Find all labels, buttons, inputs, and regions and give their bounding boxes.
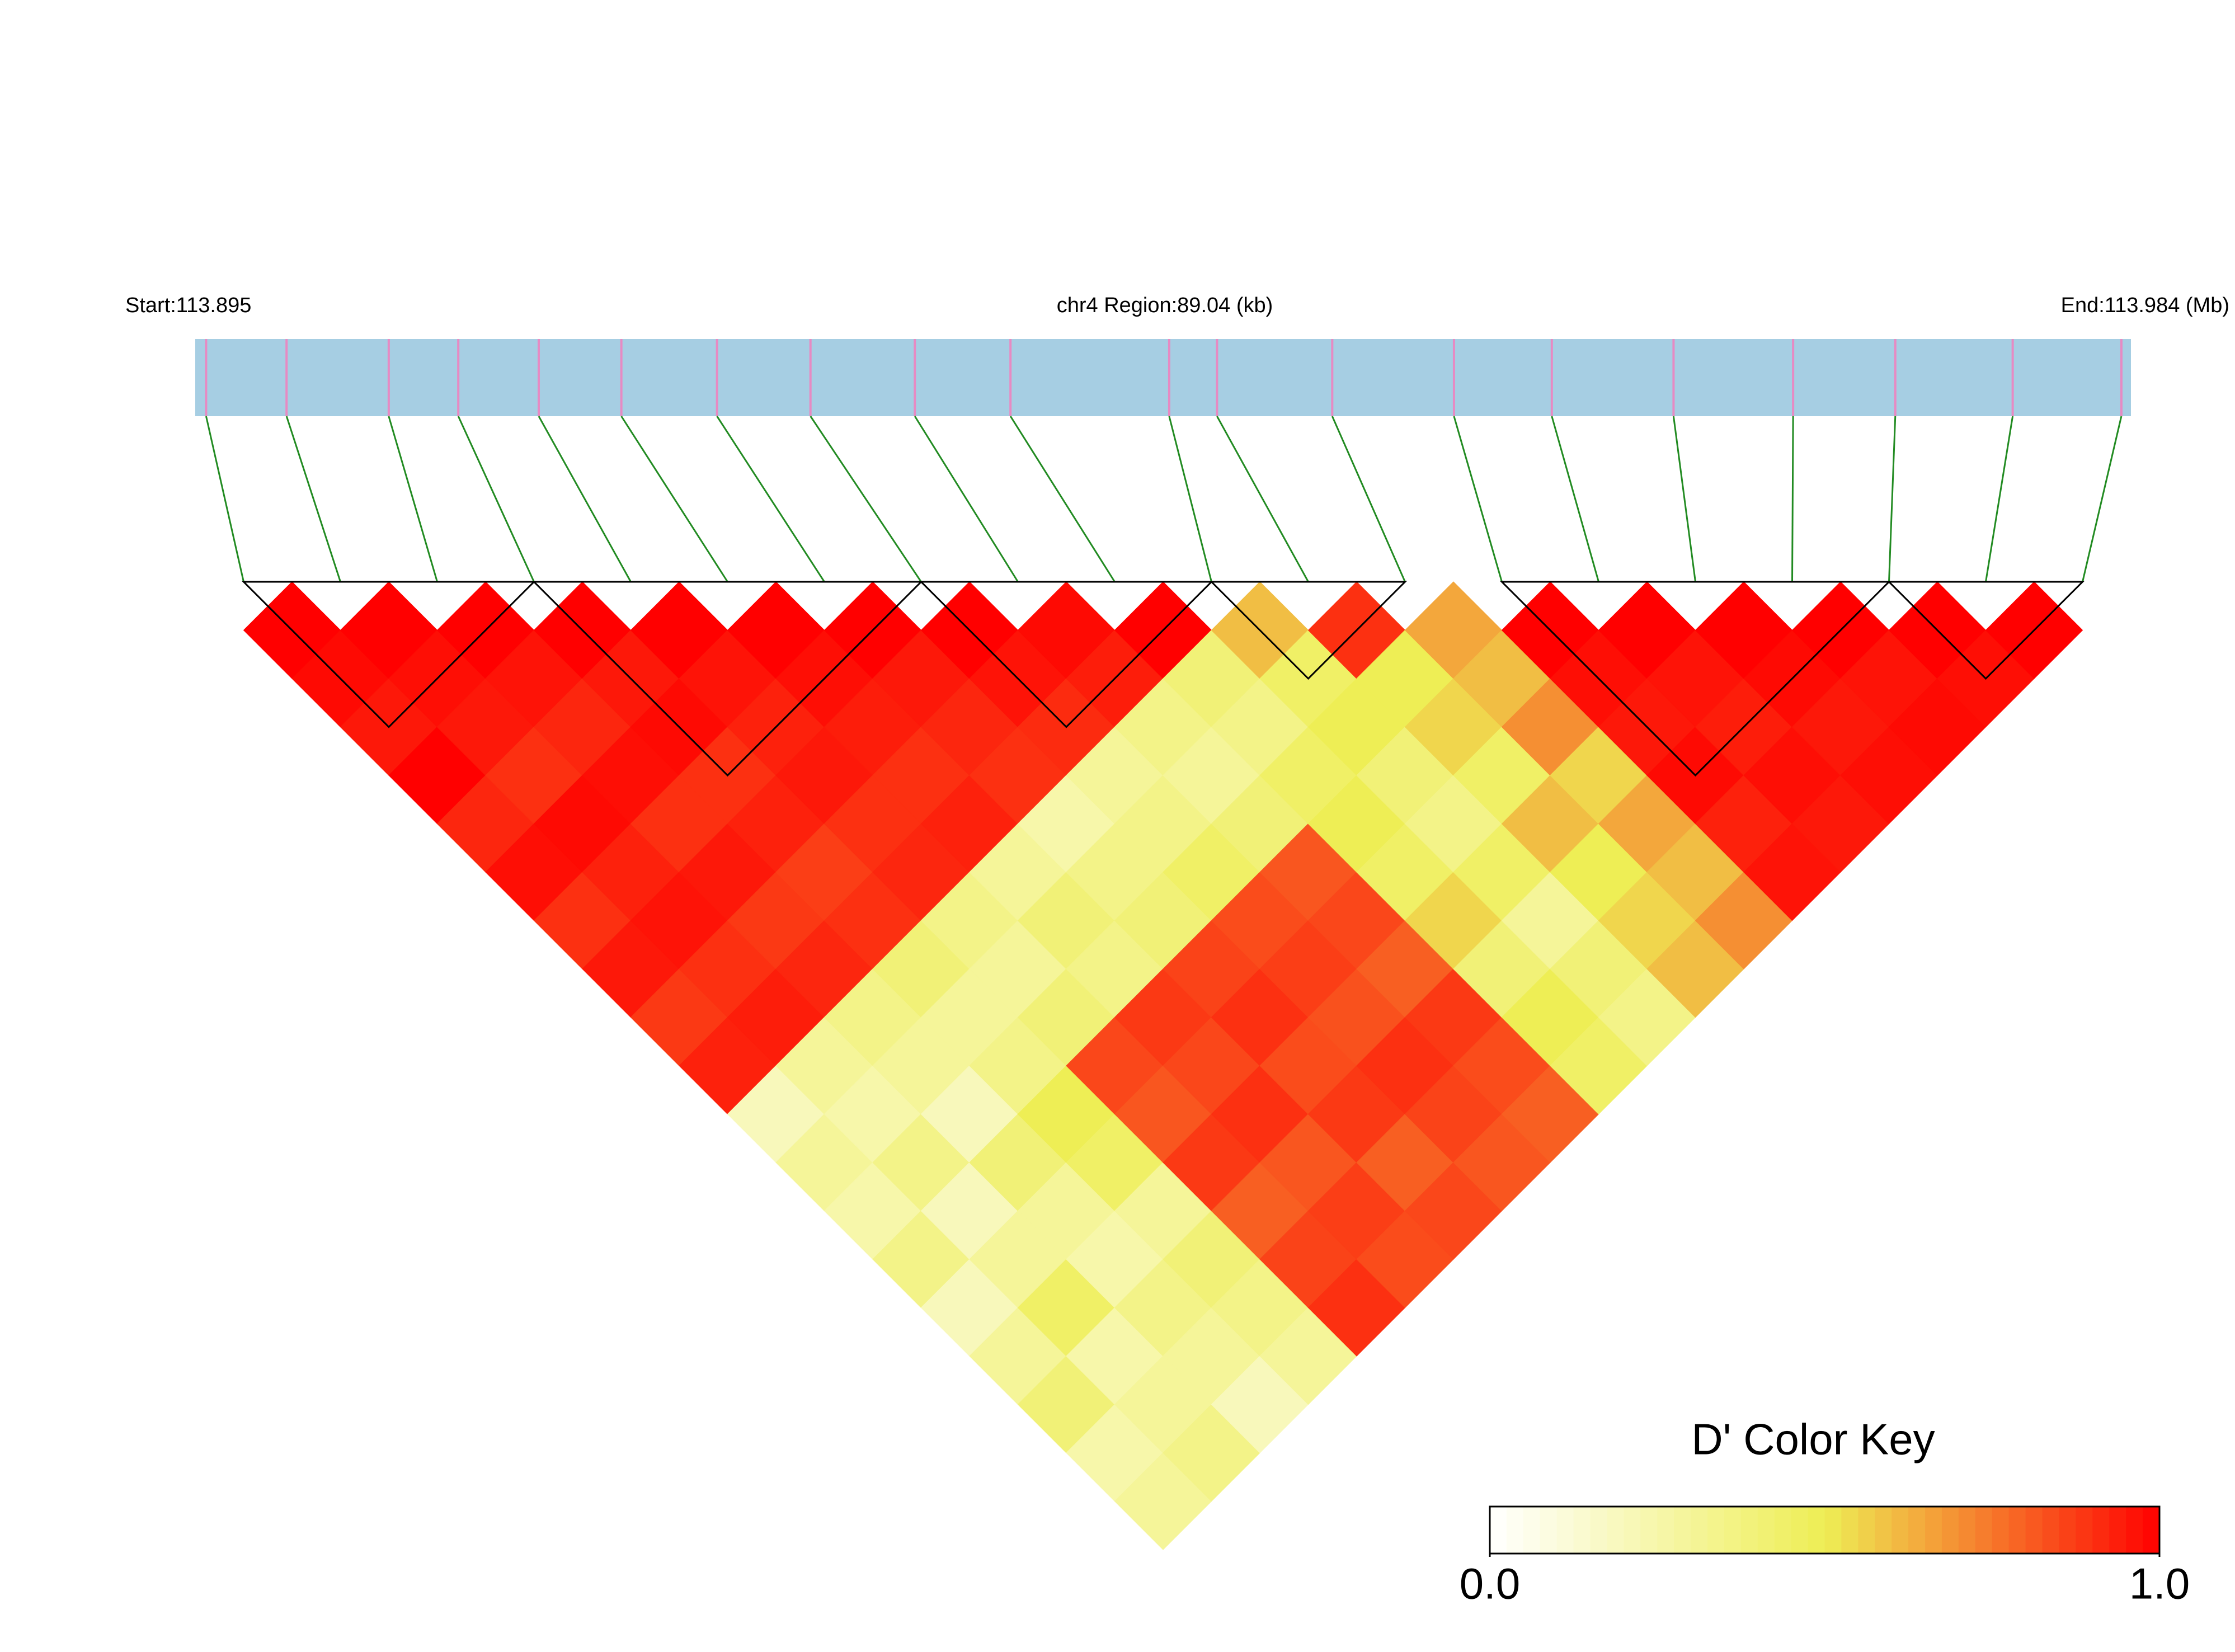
ld-block bbox=[1209, 581, 1408, 680]
key-swatch bbox=[1640, 1507, 1658, 1554]
key-swatch bbox=[1540, 1507, 1558, 1554]
key-swatch bbox=[1808, 1507, 1825, 1554]
key-swatch bbox=[2143, 1507, 2160, 1554]
ld-block bbox=[1886, 581, 2085, 680]
key-swatch bbox=[2109, 1507, 2127, 1554]
snp-link bbox=[716, 416, 825, 582]
key-frame bbox=[1489, 1505, 2161, 1555]
key-swatch bbox=[1724, 1507, 1742, 1554]
ld-block bbox=[1499, 581, 1891, 777]
key-swatch bbox=[2059, 1507, 2077, 1554]
key-swatch bbox=[1841, 1507, 1859, 1554]
snp-link bbox=[285, 416, 341, 582]
key-swatch bbox=[1824, 1507, 1842, 1554]
snp-link bbox=[2082, 416, 2123, 582]
key-swatch bbox=[1573, 1507, 1591, 1554]
key-swatch bbox=[1590, 1507, 1608, 1554]
snp-link bbox=[457, 416, 535, 582]
snp-link bbox=[388, 416, 438, 582]
snp-link bbox=[1331, 416, 1406, 582]
key-swatch bbox=[1523, 1507, 1541, 1554]
snp-link bbox=[205, 416, 244, 582]
key-swatch bbox=[1858, 1507, 1876, 1554]
key-swatch bbox=[1941, 1507, 1959, 1554]
end-label: End:113.984 (Mb) bbox=[2061, 294, 2229, 317]
key-swatch bbox=[1925, 1507, 1942, 1554]
key-swatch bbox=[1556, 1507, 1574, 1554]
ld-block bbox=[919, 581, 1214, 728]
key-swatch bbox=[1674, 1507, 1692, 1554]
key-swatch bbox=[1691, 1507, 1709, 1554]
snp-link bbox=[1551, 416, 1599, 582]
snp-link bbox=[1888, 416, 1897, 582]
key-swatch bbox=[1506, 1507, 1524, 1554]
key-swatch bbox=[1958, 1507, 1976, 1554]
key-swatch bbox=[1975, 1507, 1993, 1554]
snp-link bbox=[1168, 416, 1212, 582]
key-title: D' Color Key bbox=[1691, 1415, 1935, 1464]
snp-bar bbox=[195, 339, 2131, 416]
key-swatch bbox=[1791, 1507, 1809, 1554]
key-swatch bbox=[2076, 1507, 2093, 1554]
snp-link bbox=[914, 416, 1019, 582]
key-swatch bbox=[2008, 1507, 2026, 1554]
key-swatch bbox=[1875, 1507, 1893, 1554]
snp-link bbox=[1985, 416, 2014, 582]
key-swatch bbox=[1992, 1507, 2010, 1554]
key-swatch bbox=[1657, 1507, 1675, 1554]
key-swatch bbox=[2042, 1507, 2060, 1554]
key-swatch bbox=[1740, 1507, 1758, 1554]
snp-link bbox=[538, 416, 632, 582]
key-swatch bbox=[1774, 1507, 1792, 1554]
region-label: chr4 Region:89.04 (kb) bbox=[1057, 294, 1273, 317]
snp-link bbox=[1453, 416, 1503, 582]
key-swatch bbox=[1757, 1507, 1775, 1554]
key-swatch bbox=[1891, 1507, 1909, 1554]
snp-link bbox=[620, 416, 728, 582]
key-swatch bbox=[1908, 1507, 1926, 1554]
key-swatch bbox=[2126, 1507, 2144, 1554]
snp-link bbox=[1216, 416, 1309, 582]
ld-block bbox=[241, 581, 537, 728]
snp-link bbox=[810, 416, 922, 582]
ld-block bbox=[531, 581, 924, 777]
snp-link bbox=[1009, 416, 1116, 582]
key-swatch bbox=[1624, 1507, 1641, 1554]
start-label: Start:113.895 bbox=[125, 294, 251, 317]
key-swatch bbox=[1707, 1507, 1725, 1554]
key-tick-label: 0.0 bbox=[1460, 1559, 1520, 1608]
key-swatch bbox=[1607, 1507, 1625, 1554]
key-swatch bbox=[2025, 1507, 2043, 1554]
key-swatch bbox=[1490, 1507, 1507, 1554]
snp-link bbox=[1672, 416, 1696, 582]
key-swatch bbox=[2092, 1507, 2110, 1554]
snp-link bbox=[1791, 416, 1794, 582]
key-tick-label: 1.0 bbox=[2129, 1559, 2190, 1608]
